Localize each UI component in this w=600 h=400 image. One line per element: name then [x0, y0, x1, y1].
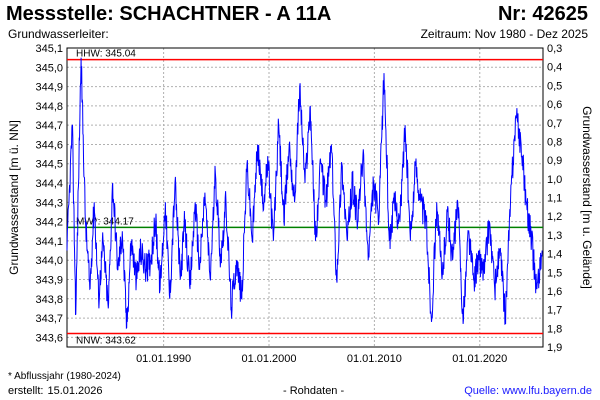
- y-tick-right-label: 0,5: [547, 80, 562, 92]
- y-tick-left-label: 344,8: [35, 101, 63, 113]
- raw-data-note: - Rohdaten -: [283, 385, 345, 397]
- y-tick-left-label: 343,7: [35, 313, 63, 325]
- y-tick-left-label: 345,1: [35, 43, 63, 55]
- reference-lines: HHW: 345.04 MW*: 344.17 NNW: 343.62: [67, 49, 543, 346]
- y-ticks-left: 343,6 343,7 343,8 343,9 344,0 344,1 344,2 344,3…: [35, 43, 63, 344]
- y-tick-left-label: 344,6: [35, 139, 63, 151]
- created-info: erstellt: 15.01.2026: [8, 385, 103, 397]
- plot-frame: [66, 47, 544, 348]
- y-tick-left-label: 343,9: [35, 274, 63, 286]
- y-tick-left-label: 343,8: [35, 294, 63, 306]
- y-tick-left-label: 344,5: [35, 159, 63, 171]
- station-title: Messstelle: SCHACHTNER - A 11A: [6, 3, 332, 25]
- x-tick-label: 01.01.2010: [347, 353, 402, 365]
- y-axis-title-left: Grundwasserstand [m ü. NN]: [7, 120, 21, 275]
- groundwater-series-line: [66, 57, 543, 330]
- reference-line-label: HHW: 345.04: [76, 49, 136, 60]
- y-tick-right-label: 0,3: [547, 43, 562, 55]
- source-link[interactable]: Quelle: www.lfu.bayern.de: [464, 385, 592, 397]
- y-tick-left-label: 344,0: [35, 255, 63, 267]
- y-tick-right-label: 1,3: [547, 230, 562, 242]
- footnote: * Abflussjahr (1980-2024): [8, 371, 121, 382]
- station-number: Nr: 42625: [497, 3, 588, 25]
- y-tick-right-label: 0,8: [547, 136, 562, 148]
- y-tick-right-label: 0,7: [547, 118, 562, 130]
- y-tick-right-label: 0,6: [547, 99, 562, 111]
- x-tick-label: 01.01.2000: [241, 353, 296, 365]
- created-label: erstellt:: [8, 385, 44, 397]
- y-tick-right-label: 1,7: [547, 305, 562, 317]
- y-tick-left-label: 343,6: [35, 332, 63, 344]
- y-tick-right-label: 1,6: [547, 286, 562, 298]
- y-tick-right-label: 1,9: [547, 342, 562, 354]
- created-date: 15.01.2026: [47, 385, 103, 397]
- y-tick-left-label: 344,3: [35, 197, 63, 209]
- y-tick-right-label: 1,8: [547, 323, 562, 335]
- y-tick-left-label: 344,2: [35, 217, 63, 229]
- period-label: Zeitraum: Nov 1980 - Dez 2025: [420, 27, 588, 41]
- x-tick-label: 01.01.1990: [136, 353, 191, 365]
- y-tick-left-label: 344,1: [35, 236, 63, 248]
- reference-line-label: MW*: 344.17: [76, 216, 134, 227]
- reference-line-label: NNW: 343.62: [76, 335, 136, 346]
- y-tick-right-label: 1,5: [547, 267, 562, 279]
- y-tick-left-label: 344,7: [35, 120, 63, 132]
- y-tick-right-label: 1,4: [547, 249, 562, 261]
- y-tick-right-label: 1,1: [547, 193, 562, 205]
- y-axis-title-right: Grundwasserstand [m u. Gelände]: [580, 106, 594, 289]
- y-tick-right-label: 0,9: [547, 155, 562, 167]
- aquifer-label: Grundwasserleiter:: [8, 27, 109, 41]
- y-tick-left-label: 345,0: [35, 62, 63, 74]
- y-tick-right-label: 1,0: [547, 174, 562, 186]
- x-tick-label: 01.01.2020: [452, 353, 507, 365]
- y-ticks-right: 0,3 0,4 0,5 0,6 0,7 0,8 0,9 1,0 1,1 1,2 1,3 1,4 1,5 1…: [547, 43, 562, 354]
- y-tick-left-label: 344,4: [35, 178, 63, 190]
- chart-grid: [67, 47, 543, 347]
- x-ticks: 01.01.1990 01.01.2000 01.01.2010 01.01.2020: [136, 353, 507, 365]
- y-tick-right-label: 0,4: [547, 62, 562, 74]
- y-tick-left-label: 344,9: [35, 82, 63, 94]
- y-tick-right-label: 1,2: [547, 211, 562, 223]
